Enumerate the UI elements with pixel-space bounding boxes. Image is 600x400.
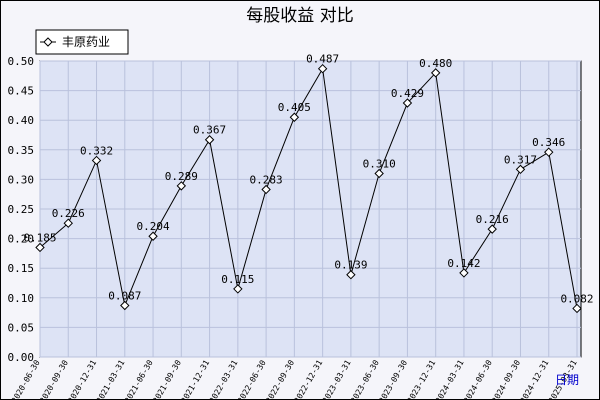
data-label: 0.317 <box>504 153 537 166</box>
data-point <box>91 155 102 166</box>
data-label: 0.346 <box>532 136 565 149</box>
data-point <box>261 184 271 195</box>
data-label: 0.142 <box>447 257 480 270</box>
data-point <box>459 268 469 278</box>
data-label: 0.332 <box>80 144 113 157</box>
data-label: 0.185 <box>23 231 56 244</box>
y-tick-label: 0.35 <box>8 144 35 157</box>
data-label: 0.283 <box>250 173 283 186</box>
data-point <box>233 284 243 294</box>
data-label: 0.204 <box>136 220 169 233</box>
data-point <box>63 218 73 228</box>
legend: 丰原药业 <box>35 29 129 55</box>
data-point <box>176 181 187 191</box>
y-tick-label: 0.10 <box>8 292 35 305</box>
data-label: 0.310 <box>363 157 396 170</box>
data-point <box>204 135 215 145</box>
data-point <box>317 63 328 74</box>
data-point <box>515 164 526 175</box>
data-label: 0.480 <box>419 57 452 70</box>
y-tick-label: 0.20 <box>8 233 35 246</box>
chart-title: 每股收益 对比 <box>246 6 353 26</box>
data-point <box>120 300 130 311</box>
data-label: 0.216 <box>476 213 509 226</box>
data-point <box>374 168 384 179</box>
y-tick-label: 0.45 <box>8 85 35 98</box>
data-label: 0.429 <box>391 87 424 100</box>
y-tick-label: 0.30 <box>8 173 35 186</box>
y-tick-label: 0.40 <box>8 114 35 127</box>
legend-label: 丰原药业 <box>62 35 110 49</box>
data-label: 0.487 <box>306 53 339 66</box>
data-labels: 0.185 0.226 0.332 0.087 0.204 0.289 0.367 0.115… <box>23 53 593 306</box>
y-tick-label: 0.05 <box>8 321 35 334</box>
data-label: 0.087 <box>108 289 141 302</box>
data-point <box>402 98 413 108</box>
data-point <box>346 270 356 280</box>
data-point <box>430 68 441 78</box>
data-label: 0.405 <box>278 101 311 114</box>
data-label: 0.139 <box>334 259 367 272</box>
y-tick-label: 0.00 <box>8 351 35 364</box>
data-point <box>289 112 300 122</box>
series-line <box>39 67 578 309</box>
series-line-group <box>35 63 582 314</box>
legend-marker-icon <box>43 37 53 47</box>
data-point <box>35 242 45 253</box>
data-point <box>544 147 554 157</box>
y-axis-ticks: 0.00 0.05 0.10 0.15 0.20 0.25 0.30 0.35 0.40 0.45… <box>8 55 35 364</box>
y-tick-label: 0.15 <box>8 262 35 275</box>
data-point <box>487 224 497 234</box>
y-tick-label: 0.25 <box>8 203 35 216</box>
data-label: 0.289 <box>165 170 198 183</box>
data-label: 0.226 <box>52 207 85 220</box>
y-tick-label: 0.50 <box>8 55 35 68</box>
grid <box>39 60 581 358</box>
data-point <box>148 231 158 241</box>
data-label: 0.367 <box>193 124 226 137</box>
x-axis-footer-label: 日期 <box>555 373 579 387</box>
data-point <box>572 303 582 314</box>
data-label: 0.082 <box>560 292 593 305</box>
data-label: 0.115 <box>221 273 254 286</box>
